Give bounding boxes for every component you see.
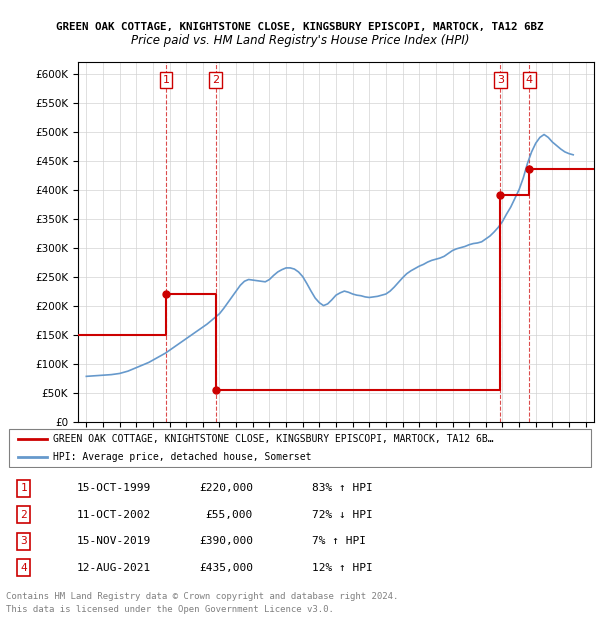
Text: 7% ↑ HPI: 7% ↑ HPI <box>312 536 366 546</box>
Text: £55,000: £55,000 <box>206 510 253 520</box>
Text: GREEN OAK COTTAGE, KNIGHTSTONE CLOSE, KINGSBURY EPISCOPI, MARTOCK, TA12 6B…: GREEN OAK COTTAGE, KNIGHTSTONE CLOSE, KI… <box>53 434 494 444</box>
Text: £220,000: £220,000 <box>199 484 253 494</box>
Text: HPI: Average price, detached house, Somerset: HPI: Average price, detached house, Some… <box>53 452 311 462</box>
Text: 15-OCT-1999: 15-OCT-1999 <box>77 484 151 494</box>
Text: £435,000: £435,000 <box>199 562 253 572</box>
Text: 72% ↓ HPI: 72% ↓ HPI <box>312 510 373 520</box>
Text: £390,000: £390,000 <box>199 536 253 546</box>
Text: 3: 3 <box>20 536 27 546</box>
Text: Price paid vs. HM Land Registry's House Price Index (HPI): Price paid vs. HM Land Registry's House … <box>131 34 469 47</box>
Text: 1: 1 <box>20 484 27 494</box>
Text: 15-NOV-2019: 15-NOV-2019 <box>77 536 151 546</box>
Text: 3: 3 <box>497 75 504 85</box>
Text: Contains HM Land Registry data © Crown copyright and database right 2024.: Contains HM Land Registry data © Crown c… <box>6 592 398 601</box>
FancyBboxPatch shape <box>9 428 591 467</box>
Text: 2: 2 <box>20 510 27 520</box>
Text: 4: 4 <box>526 75 533 85</box>
Text: 11-OCT-2002: 11-OCT-2002 <box>77 510 151 520</box>
Text: 2: 2 <box>212 75 220 85</box>
Text: 83% ↑ HPI: 83% ↑ HPI <box>312 484 373 494</box>
Text: 12% ↑ HPI: 12% ↑ HPI <box>312 562 373 572</box>
Text: 12-AUG-2021: 12-AUG-2021 <box>77 562 151 572</box>
Text: GREEN OAK COTTAGE, KNIGHTSTONE CLOSE, KINGSBURY EPISCOPI, MARTOCK, TA12 6BZ: GREEN OAK COTTAGE, KNIGHTSTONE CLOSE, KI… <box>56 22 544 32</box>
Text: 1: 1 <box>163 75 170 85</box>
Text: This data is licensed under the Open Government Licence v3.0.: This data is licensed under the Open Gov… <box>6 604 334 614</box>
Text: 4: 4 <box>20 562 27 572</box>
